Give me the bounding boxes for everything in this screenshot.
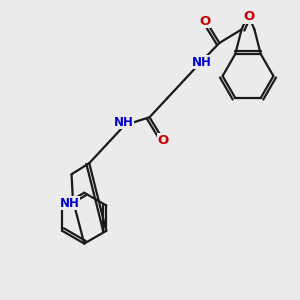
Text: O: O — [158, 134, 169, 146]
Text: O: O — [243, 10, 255, 23]
Text: O: O — [199, 15, 211, 28]
Text: NH: NH — [192, 56, 212, 69]
Text: NH: NH — [60, 197, 80, 210]
Text: NH: NH — [114, 116, 134, 129]
